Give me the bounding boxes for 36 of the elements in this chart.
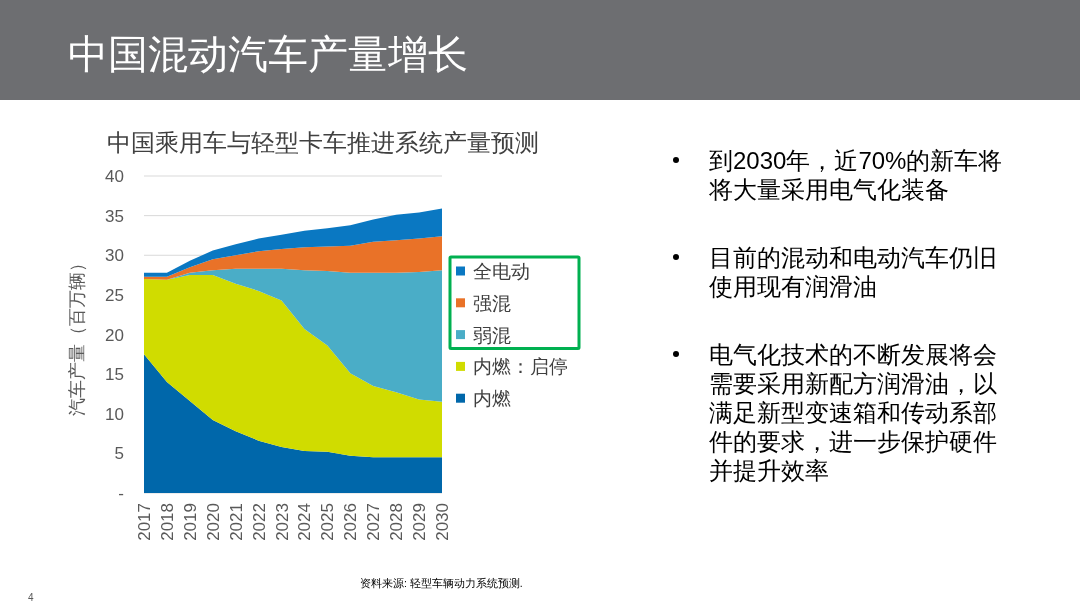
y-tick-label: 20 <box>105 325 124 344</box>
text: 目前的混动和电动汽车仍旧使用现有润滑油 <box>709 244 997 300</box>
y-tick-label: 40 <box>105 166 124 186</box>
text: 资料来源: 轻型车辆动力系统预测. <box>360 577 523 589</box>
y-tick-label: - <box>118 483 124 503</box>
x-tick-label: 2021 <box>226 503 246 541</box>
x-tick-label: 2026 <box>340 503 360 541</box>
x-tick-label: 2023 <box>272 503 292 541</box>
x-tick-label: 2017 <box>134 503 154 541</box>
text: 到2030年，近70%的新车将将大量采用电气化装备 <box>709 147 1003 203</box>
x-tick-label: 2029 <box>409 503 429 541</box>
x-tick-label: 2022 <box>249 503 269 541</box>
y-tick-label: 10 <box>105 404 124 424</box>
x-tick-label: 2028 <box>386 503 406 541</box>
legend-label: 内燃：启停 <box>473 355 568 377</box>
x-tick-label: 2030 <box>432 503 452 541</box>
y-tick-label: 5 <box>114 443 124 463</box>
x-tick-label: 2024 <box>294 503 314 541</box>
legend-label: 内燃 <box>473 387 511 409</box>
x-tick-label: 2019 <box>180 503 200 541</box>
y-tick-label: 35 <box>105 206 124 226</box>
y-tick-label: 25 <box>105 285 124 305</box>
chart-subtitle: 中国乘用车与轻型卡车推进系统产量预测 <box>107 130 539 156</box>
x-tick-label: 2025 <box>317 503 337 541</box>
x-tick-label: 2018 <box>157 503 177 541</box>
y-tick-label: 15 <box>105 364 124 384</box>
legend-label: 强混 <box>473 292 511 314</box>
text: 4 <box>28 592 34 603</box>
legend-label: 全电动 <box>473 260 530 282</box>
text: 电气化技术的不断发展将会需要采用新配方润滑油，以满足新型变速箱和传动系部件的要求，进一步保护硬件并提升效率 <box>709 341 997 484</box>
chart-title: 中国混动汽车产量增长 <box>68 32 468 76</box>
x-tick-label: 2027 <box>363 503 383 541</box>
x-tick-label: 2020 <box>203 503 223 541</box>
legend-label: 弱混 <box>473 324 511 346</box>
y-axis-title: 汽车产量（百万辆） <box>67 253 87 416</box>
y-tick-label: 30 <box>105 245 124 265</box>
